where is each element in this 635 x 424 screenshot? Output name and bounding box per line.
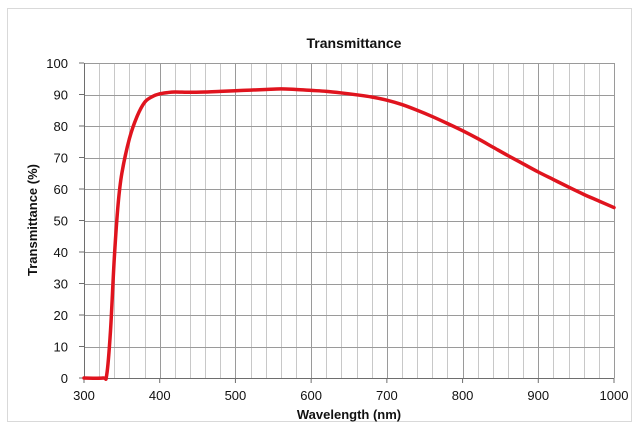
chart-title: Transmittance	[307, 35, 402, 51]
x-tick-labels: 300 400 500 600 700 800 900 1000	[73, 388, 628, 403]
y-tick-label: 0	[61, 371, 68, 386]
x-tick-label: 700	[376, 388, 398, 403]
y-axis-title: Transmittance (%)	[25, 164, 40, 276]
x-tick-label: 400	[149, 388, 171, 403]
series-layer	[82, 87, 616, 381]
y-tick-label: 30	[54, 277, 68, 292]
y-tick-label: 50	[54, 214, 68, 229]
x-tick-label: 1000	[600, 388, 629, 403]
y-tick-label: 90	[54, 88, 68, 103]
x-tick-label: 800	[452, 388, 474, 403]
major-gridlines	[84, 63, 615, 379]
chart-frame	[7, 8, 632, 422]
minor-gridlines	[84, 63, 615, 378]
y-tick-label: 20	[54, 308, 68, 323]
y-tick-label: 60	[54, 182, 68, 197]
y-tick-labels: 0 10 20 30 40 50 60 70 80 90 100	[46, 56, 68, 386]
y-tick-label: 100	[46, 56, 68, 71]
x-tick-label: 600	[300, 388, 322, 403]
x-axis-title: Wavelength (nm)	[297, 407, 401, 422]
y-tick-label: 70	[54, 151, 68, 166]
y-tick-label: 80	[54, 119, 68, 134]
x-tick-label: 300	[73, 388, 95, 403]
x-tick-label: 500	[225, 388, 247, 403]
y-tick-label: 10	[54, 340, 68, 355]
y-tick-label: 40	[54, 245, 68, 260]
x-tick-label: 900	[527, 388, 549, 403]
transmittance-series-line	[82, 87, 616, 381]
axes	[79, 62, 615, 383]
